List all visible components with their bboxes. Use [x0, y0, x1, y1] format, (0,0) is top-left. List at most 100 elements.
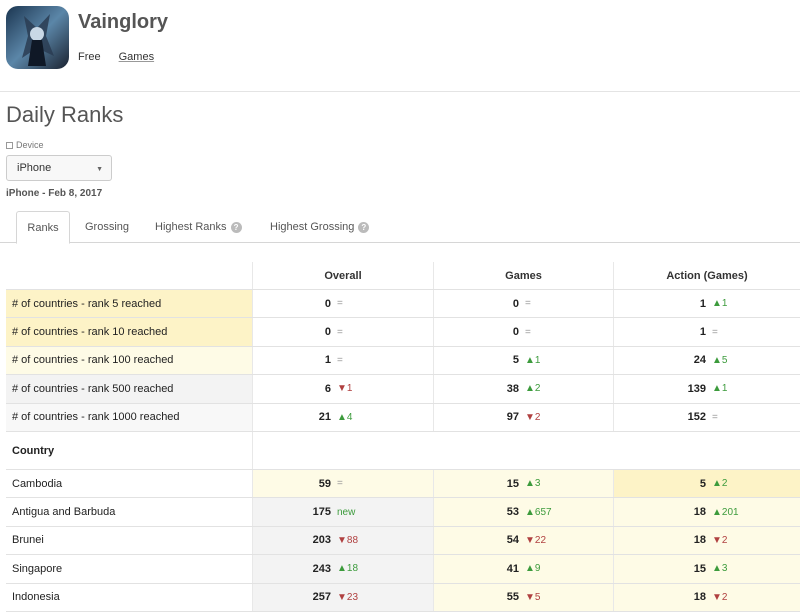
rank-cell: 0 = [433, 318, 613, 346]
tabs: Ranks Grossing Highest Ranks ? Highest G… [0, 211, 800, 244]
column-header-overall[interactable]: Overall [252, 262, 433, 289]
rank-cell: 15 ▲3 [613, 555, 800, 583]
tab-grossing[interactable]: Grossing [73, 211, 141, 243]
row-label: # of countries - rank 1000 reached [6, 403, 252, 431]
tab-ranks[interactable]: Ranks [16, 211, 70, 244]
tab-highest-grossing[interactable]: Highest Grossing ? [258, 211, 381, 243]
row-label[interactable]: Indonesia [6, 583, 252, 611]
device-select[interactable]: iPhone ▼ [6, 155, 112, 181]
rank-change: ▲1 [712, 298, 728, 310]
rank-cell: 18 ▲201 [613, 498, 800, 526]
rank-cell: 53 ▲657 [433, 498, 613, 526]
rank-cell: 41 ▲9 [433, 555, 613, 583]
rank-value: 5 [699, 477, 706, 490]
rank-cell: 21 ▲4 [252, 403, 433, 431]
rank-change: = [337, 298, 343, 310]
rank-change: ▲1 [712, 383, 728, 395]
page-title: Daily Ranks [6, 102, 124, 127]
column-header-games[interactable]: Games [433, 262, 613, 289]
rank-cell: 54 ▼22 [433, 526, 613, 555]
rank-change: ▼5 [525, 591, 541, 603]
rank-value: 18 [693, 591, 706, 604]
row-label[interactable]: Antigua and Barbuda [6, 498, 252, 526]
app-meta: Free Games [78, 51, 154, 63]
rank-value: 152 [687, 411, 706, 424]
summary-row: # of countries - rank 100 reached 1 = 5 ▲1 24… [6, 346, 800, 376]
column-header-action-games[interactable]: Action (Games) [613, 262, 800, 289]
rank-change: new [337, 506, 356, 518]
rank-value: 1 [699, 326, 706, 339]
rank-change: ▲5 [712, 354, 728, 366]
table-header-row: Overall Games Action (Games) [6, 262, 800, 290]
country-row: Indonesia 257 ▼23 55 ▼5 18 ▼2 [6, 583, 800, 612]
rank-value: 1 [699, 297, 706, 310]
rank-value: 1 [324, 354, 331, 367]
rank-change: ▲3 [712, 563, 728, 575]
rank-change: ▼22 [525, 534, 547, 546]
rank-change: ▲2 [712, 478, 728, 490]
rank-value: 18 [693, 534, 706, 547]
device-checkbox-icon [6, 141, 13, 149]
row-label: # of countries - rank 5 reached [6, 290, 252, 318]
summary-row: # of countries - rank 1000 reached 21 ▲4 97… [6, 403, 800, 432]
rank-change: ▲9 [525, 563, 541, 575]
rank-value: 5 [512, 354, 519, 367]
rank-change: ▼23 [337, 591, 359, 603]
rank-change: ▼2 [712, 591, 728, 603]
rank-change: ▼88 [337, 534, 359, 546]
help-icon[interactable]: ? [358, 221, 370, 233]
rank-value: 257 [312, 591, 331, 604]
rank-change: ▲3 [525, 478, 541, 490]
row-label[interactable]: Cambodia [6, 470, 252, 498]
app-header: Vainglory Free Games [0, 0, 800, 92]
rank-change: ▼1 [337, 383, 353, 395]
summary-row: # of countries - rank 5 reached 0 = 0 = 1 ▲1 [6, 290, 800, 319]
rank-value: 0 [512, 326, 519, 339]
rank-value: 38 [506, 382, 519, 395]
row-label[interactable]: Singapore [6, 555, 252, 583]
rank-cell: 1 = [613, 318, 800, 346]
rank-change: = [337, 354, 343, 366]
rank-change: = [525, 298, 531, 310]
header-empty [6, 262, 252, 289]
rank-value: 18 [693, 506, 706, 519]
rank-cell: 152 = [613, 403, 800, 431]
country-header[interactable]: Country [12, 444, 55, 457]
rank-change: = [712, 326, 718, 338]
rank-cell: 243 ▲18 [252, 555, 433, 583]
tab-label: Ranks [27, 221, 59, 234]
rank-value: 203 [312, 534, 331, 547]
rank-value: 15 [506, 477, 519, 490]
rank-value: 243 [312, 562, 331, 575]
rank-cell: 175 new [252, 498, 433, 526]
rank-cell: 55 ▼5 [433, 583, 613, 611]
device-label-text: Device [16, 140, 44, 150]
country-row: Brunei 203 ▼88 54 ▼22 18 ▼2 [6, 526, 800, 556]
row-label: # of countries - rank 10 reached [6, 318, 252, 346]
app-icon[interactable] [6, 6, 69, 69]
help-icon[interactable]: ? [230, 221, 242, 233]
tab-highest-ranks[interactable]: Highest Ranks ? [143, 211, 254, 243]
rank-value: 53 [506, 506, 519, 519]
rank-cell: 6 ▼1 [252, 375, 433, 403]
rank-change: ▲4 [337, 411, 353, 423]
app-price: Free [78, 51, 101, 63]
summary-row: # of countries - rank 500 reached 6 ▼1 38 ▲2… [6, 375, 800, 404]
country-row: Cambodia 59 = 15 ▲3 5 ▲2 [6, 470, 800, 499]
rank-value: 0 [324, 326, 331, 339]
device-label: Device [6, 140, 44, 150]
rank-change: ▲18 [337, 563, 359, 575]
date-line: iPhone - Feb 8, 2017 [6, 188, 103, 199]
chevron-down-icon: ▼ [96, 166, 103, 173]
rank-cell: 1 = [252, 346, 433, 375]
rank-cell: 18 ▼2 [613, 583, 800, 611]
app-category-link[interactable]: Games [118, 51, 155, 63]
rank-value: 41 [506, 562, 519, 575]
rank-value: 24 [693, 354, 706, 367]
row-label[interactable]: Brunei [6, 526, 252, 555]
rank-cell: 18 ▼2 [613, 526, 800, 555]
country-row: Singapore 243 ▲18 41 ▲9 15 ▲3 [6, 555, 800, 584]
row-label: # of countries - rank 500 reached [6, 375, 252, 403]
rank-cell: 0 = [433, 290, 613, 318]
rank-value: 21 [318, 411, 331, 424]
